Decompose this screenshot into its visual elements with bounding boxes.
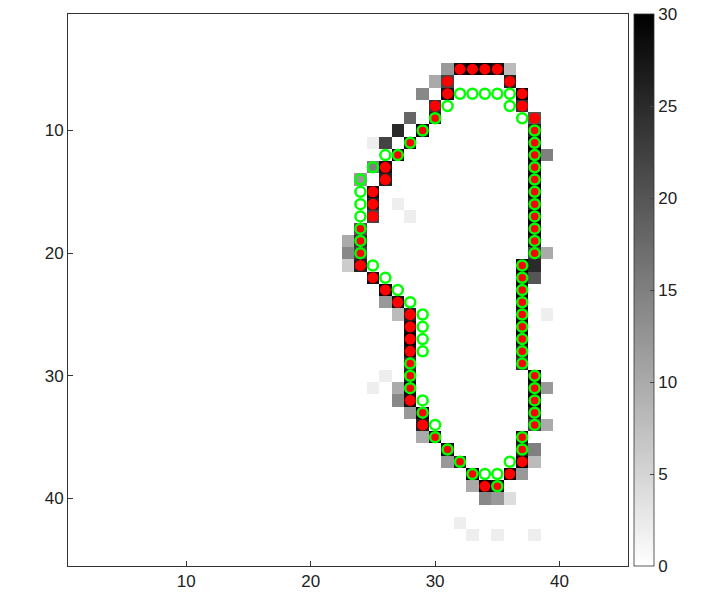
svg-text:30: 30 <box>658 5 677 24</box>
svg-text:15: 15 <box>658 281 677 300</box>
svg-text:10: 10 <box>177 572 196 591</box>
svg-text:30: 30 <box>426 572 445 591</box>
svg-text:0: 0 <box>658 557 667 576</box>
svg-text:40: 40 <box>550 572 569 591</box>
svg-text:10: 10 <box>45 121 64 140</box>
svg-text:25: 25 <box>658 97 677 116</box>
svg-text:20: 20 <box>301 572 320 591</box>
svg-text:30: 30 <box>45 367 64 386</box>
svg-text:10: 10 <box>658 373 677 392</box>
svg-text:20: 20 <box>45 244 64 263</box>
svg-text:20: 20 <box>658 189 677 208</box>
svg-text:40: 40 <box>45 489 64 508</box>
svg-text:5: 5 <box>658 465 667 484</box>
